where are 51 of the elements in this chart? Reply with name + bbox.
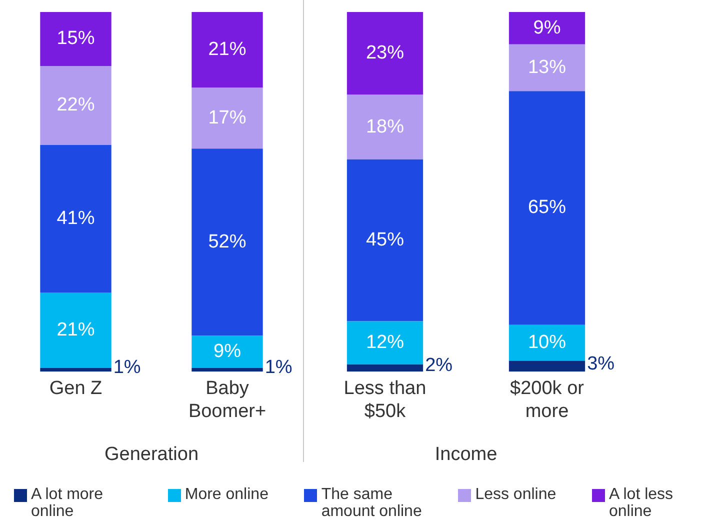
bar	[192, 148, 263, 336]
bar	[40, 145, 112, 292]
bar	[40, 66, 112, 146]
bar	[508, 91, 586, 325]
data-label: 65%	[528, 197, 566, 218]
data-label: 9%	[214, 341, 242, 362]
data-label: 45%	[366, 230, 404, 251]
data-label: 3%	[587, 353, 615, 374]
data-label: 18%	[366, 116, 404, 138]
bar	[508, 324, 586, 361]
x-tick-label: Less than $50k	[344, 378, 426, 422]
data-label: 21%	[208, 38, 246, 60]
legend-label: The same amount online	[321, 486, 422, 520]
data-label: 1%	[264, 357, 292, 378]
data-label: 21%	[56, 319, 95, 340]
data-label: 10%	[528, 332, 566, 354]
x-tick-label: Baby Boomer+	[188, 378, 266, 422]
data-label: 9%	[533, 17, 561, 38]
bar	[346, 159, 424, 322]
data-label: 17%	[208, 107, 246, 128]
bar	[508, 12, 586, 44]
bar	[192, 368, 263, 372]
bar	[40, 12, 112, 66]
x-tick-label: Gen Z	[49, 378, 103, 400]
bar	[192, 12, 263, 88]
bar	[346, 364, 424, 372]
bar	[192, 88, 263, 149]
x-axis-title: Generation	[104, 444, 199, 465]
data-label: 12%	[366, 332, 404, 354]
data-label: 1%	[113, 357, 141, 378]
bar	[346, 12, 424, 95]
data-label: 13%	[528, 56, 566, 78]
bar	[346, 321, 424, 364]
x-tick-label: $200k or more	[510, 378, 585, 422]
legend-label: A lot more online	[31, 486, 104, 520]
bar	[508, 44, 586, 92]
data-label: 15%	[56, 28, 95, 50]
data-label: 2%	[425, 355, 453, 376]
data-label: 22%	[56, 94, 95, 116]
data-label: 52%	[208, 231, 246, 252]
legend-label: Less online	[475, 486, 556, 503]
bar	[192, 336, 263, 368]
x-axis-title: Income	[434, 444, 498, 465]
bar	[346, 94, 424, 160]
bar	[40, 292, 112, 368]
data-label: 41%	[56, 208, 95, 230]
data-label: 23%	[366, 42, 404, 64]
legend-label: More online	[184, 486, 268, 503]
legend-label: A lot less online	[609, 486, 674, 520]
bar	[40, 368, 112, 372]
bar	[508, 360, 586, 372]
